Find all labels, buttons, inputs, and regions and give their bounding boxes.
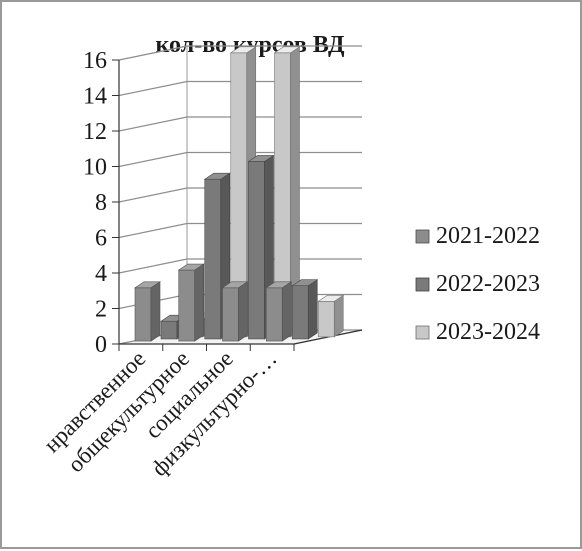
legend-label: 2023-2024	[436, 319, 540, 345]
gridline	[118, 116, 362, 132]
bar-top	[203, 172, 231, 180]
y-tick-label: 10	[83, 155, 107, 181]
legend-swatch	[415, 229, 430, 244]
bar-front	[317, 301, 335, 338]
bar-top	[291, 279, 319, 287]
bar-side	[333, 294, 344, 338]
bar-side	[194, 263, 205, 342]
bar	[221, 281, 249, 342]
y-tick-label: 14	[83, 84, 107, 110]
bars	[134, 46, 345, 342]
gridline	[118, 80, 362, 97]
bar-front	[178, 269, 196, 342]
bar-front	[160, 320, 178, 340]
bar-top	[247, 155, 275, 162]
legend: 2021-2022 2022-2023 2023-2024	[415, 223, 540, 345]
y-tick-label: 2	[95, 297, 107, 323]
y-tick-label: 4	[95, 261, 107, 287]
bar-front	[222, 287, 239, 342]
bar-side	[307, 279, 318, 340]
bar-front	[248, 161, 265, 340]
y-tick-label: 16	[83, 48, 107, 74]
bar-side	[281, 281, 292, 342]
bar-front	[134, 287, 152, 342]
bar-top	[229, 46, 257, 54]
bar-top	[221, 281, 249, 289]
bar	[177, 263, 205, 342]
y-tick-label: 8	[95, 190, 107, 216]
bar	[291, 279, 319, 340]
legend-swatch	[415, 325, 430, 340]
bar-top	[134, 281, 161, 289]
bar	[273, 46, 301, 338]
bar-side	[238, 281, 248, 342]
legend-swatch	[415, 277, 430, 292]
bar-top	[177, 263, 205, 271]
gridline	[118, 151, 362, 168]
bar	[317, 294, 345, 338]
bar-side	[150, 281, 161, 342]
y-tick-label: 0	[95, 332, 107, 358]
gridline	[118, 258, 362, 274]
gridline	[118, 222, 362, 239]
y-tick-label: 6	[95, 226, 107, 252]
gridline	[118, 45, 362, 61]
y-tick-label: 12	[83, 119, 107, 145]
bar	[134, 281, 161, 342]
bar-front	[204, 178, 222, 340]
bar-top	[317, 295, 345, 302]
bar-front	[265, 287, 283, 342]
bar-top	[265, 281, 293, 289]
bar-front	[291, 285, 309, 340]
legend-label: 2021-2022	[436, 223, 540, 249]
legend-label: 2022-2023	[436, 271, 540, 297]
bar	[265, 281, 293, 342]
bar-top	[273, 46, 301, 54]
gridline	[118, 187, 362, 203]
